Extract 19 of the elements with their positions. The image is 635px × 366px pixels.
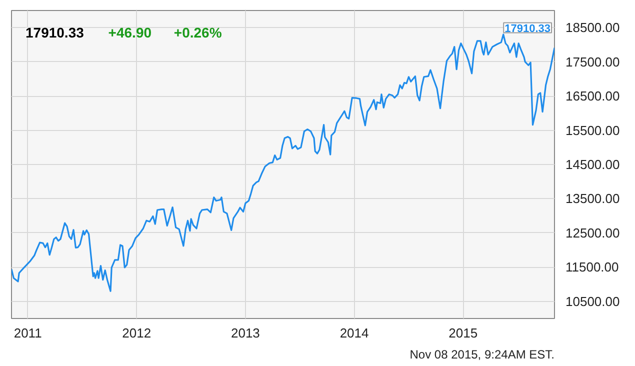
annotation: +0.26% — [174, 24, 222, 40]
y-tick-label: 18500.00 — [566, 20, 620, 36]
y-tick-label: 13500.00 — [566, 191, 620, 206]
x-tick-label: 2012 — [122, 326, 152, 340]
y-tick-label: 16500.00 — [566, 88, 620, 104]
annotation: 17910.33 — [504, 22, 551, 35]
y-tick-label: 17500.00 — [566, 54, 620, 70]
annotation: +46.90 — [108, 24, 152, 40]
x-tick-label: 2011 — [14, 326, 42, 340]
annotation: 17910.33 — [26, 24, 84, 40]
y-tick-label: 12500.00 — [566, 225, 620, 240]
y-tick-label: 14500.00 — [566, 157, 620, 172]
y-tick-label: 10500.00 — [566, 294, 620, 309]
x-tick-label: 2015 — [448, 326, 478, 340]
y-tick-label: 11500.00 — [566, 260, 619, 275]
text: Nov 08 2015, 9:24AM EST. — [410, 348, 554, 362]
x-tick-label: 2013 — [231, 326, 260, 340]
x-tick-label: 2014 — [340, 326, 369, 340]
y-tick-label: 15500.00 — [566, 122, 620, 138]
